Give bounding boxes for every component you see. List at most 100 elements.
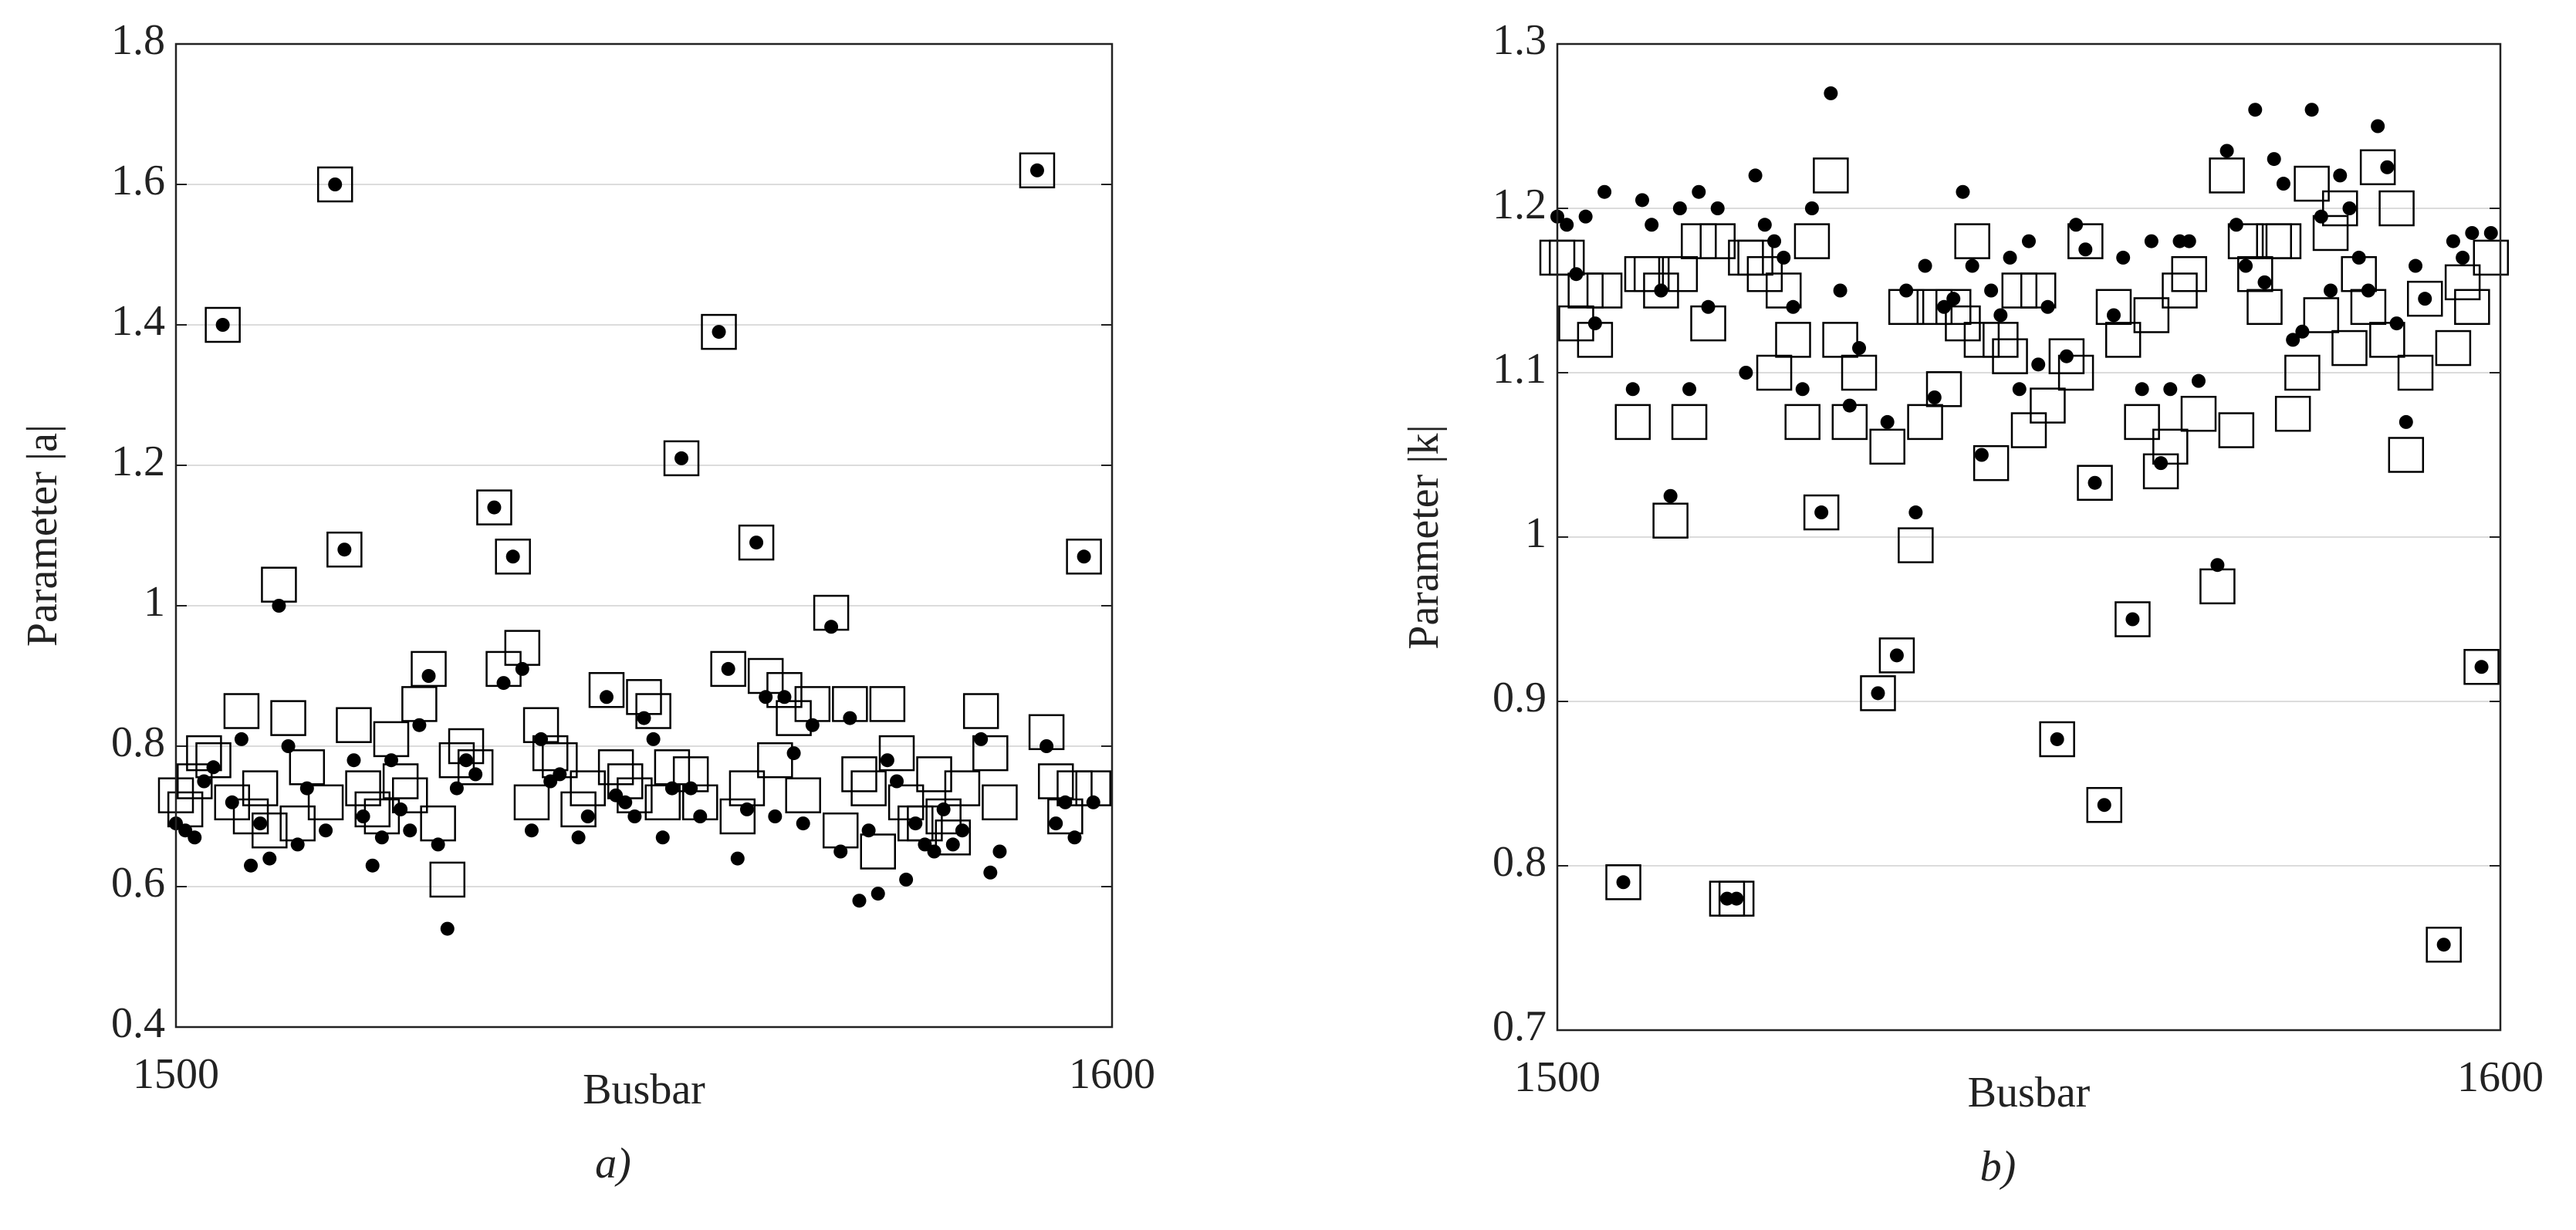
dot-marker (1795, 382, 1810, 397)
dot-marker (1710, 201, 1725, 215)
dot-marker (365, 858, 380, 873)
square-marker (597, 749, 634, 786)
dot-marker (394, 802, 408, 816)
dot-marker (1029, 163, 1044, 177)
square-marker (1718, 880, 1755, 917)
dot-marker (2342, 201, 2357, 215)
square-marker (654, 749, 691, 786)
dot-marker (2333, 168, 2348, 183)
dot-marker (890, 774, 904, 789)
x-tick-label: 1600 (1069, 1050, 1155, 1098)
dot-marker (2059, 349, 2074, 363)
dot-marker (2069, 218, 2084, 232)
square-marker (1878, 637, 1915, 674)
dot-marker (1956, 184, 1970, 199)
square-marker (382, 763, 419, 799)
square-marker (1605, 864, 1641, 901)
dot-marker (599, 690, 614, 705)
dot-marker (908, 816, 923, 831)
square-marker (2359, 149, 2396, 185)
dot-marker (206, 760, 221, 775)
square-marker (1681, 223, 1717, 259)
plot-frame (1556, 42, 2502, 1032)
dot-marker (684, 781, 698, 796)
square-marker (2369, 322, 2405, 358)
dot-marker (721, 661, 735, 676)
square-marker (1756, 354, 1793, 391)
square-marker (2294, 165, 2330, 202)
dot-marker (2050, 732, 2064, 746)
dot-marker (833, 844, 848, 859)
dot-marker (2031, 357, 2046, 372)
square-marker (2133, 297, 2170, 333)
dot-marker (1984, 283, 1999, 298)
dot-marker (983, 865, 998, 880)
dot-marker (2088, 475, 2102, 490)
square-marker (336, 707, 372, 743)
dot-marker (234, 732, 248, 746)
y-tick-label: 1.6 (111, 157, 165, 204)
dot-marker (2106, 308, 2121, 323)
dot-marker (1692, 184, 1706, 199)
dot-marker (805, 718, 820, 732)
dot-marker (1824, 86, 1838, 100)
square-marker (776, 700, 812, 736)
square-marker (841, 756, 877, 792)
square-marker (513, 784, 550, 821)
dot-marker (1739, 366, 1753, 380)
square-marker (2171, 255, 2207, 292)
square-marker (2095, 289, 2132, 326)
square-marker (2039, 721, 2075, 758)
dot-marker (1757, 218, 1772, 232)
dot-marker (2116, 250, 2131, 265)
dot-marker (225, 795, 239, 809)
dot-marker (2409, 259, 2423, 273)
square-marker (757, 742, 793, 779)
square-marker (635, 693, 671, 729)
dot-marker (786, 746, 801, 761)
dot-marker (2267, 152, 2281, 167)
dot-marker (2097, 798, 2111, 813)
dot-marker (1804, 201, 1819, 215)
dot-marker (215, 318, 230, 332)
square-marker (766, 671, 803, 708)
dot-marker (431, 837, 445, 852)
dot-marker (627, 809, 642, 823)
square-marker (392, 777, 428, 813)
dot-marker (1889, 648, 1904, 663)
x-axis-label: Busbar (583, 1066, 705, 1113)
square-marker (2227, 223, 2264, 259)
dot-marker (299, 781, 314, 796)
dot-marker (1880, 414, 1895, 429)
dot-marker (319, 823, 333, 838)
dot-marker (870, 887, 885, 901)
dot-marker (2399, 414, 2413, 429)
plot-frame (174, 42, 1114, 1029)
dot-marker (1672, 201, 1687, 215)
dot-marker (2239, 259, 2253, 273)
dot-marker (1587, 316, 1602, 331)
dot-marker (1729, 891, 1744, 906)
dot-marker (880, 753, 894, 768)
square-marker (1973, 444, 2010, 482)
dot-marker (290, 837, 305, 852)
dot-marker (749, 536, 764, 550)
dot-marker (1842, 398, 1857, 413)
dot-marker (1776, 250, 1791, 265)
dot-marker (1616, 875, 1631, 890)
y-tick-label: 0.8 (111, 718, 165, 766)
y-tick-label: 1.4 (111, 297, 165, 345)
dot-marker (1040, 739, 1054, 753)
x-tick-label: 1500 (1514, 1053, 1601, 1101)
y-tick-label: 0.6 (111, 859, 165, 907)
square-marker (2057, 354, 2094, 391)
square-marker (1954, 223, 1990, 259)
dot-marker (188, 830, 202, 845)
x-tick-label: 1600 (2457, 1053, 2544, 1101)
square-marker (626, 679, 662, 715)
dot-marker (1077, 549, 1091, 564)
dot-marker (2276, 177, 2290, 191)
dot-marker (2380, 160, 2395, 174)
square-marker (2463, 649, 2500, 685)
square-marker (878, 735, 915, 772)
